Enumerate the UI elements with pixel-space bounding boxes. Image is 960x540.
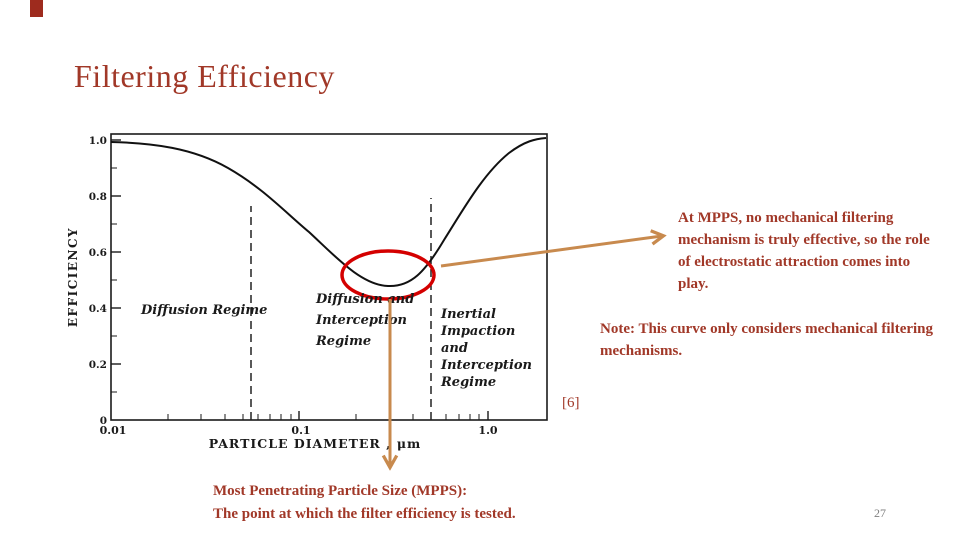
y-minor-ticks xyxy=(111,167,117,393)
regime2-line1: Diffusion and xyxy=(315,292,414,307)
slide-accent-bar xyxy=(30,0,43,17)
x-major-ticks xyxy=(298,411,489,420)
y-tick-0_6: 0.6 xyxy=(89,247,107,259)
mpps-caption-title: Most Penetrating Particle Size (MPPS): xyxy=(213,483,468,499)
regime2-line2: Interception xyxy=(315,313,407,328)
x-tick-1_0: 1.0 xyxy=(478,424,497,437)
note-callout-text: Note: This curve only considers mechanic… xyxy=(600,321,934,359)
regime-label-diffusion: Diffusion Regime xyxy=(140,303,267,318)
x-tick-0_01: 0.01 xyxy=(100,424,127,437)
y-axis-label: EFFICIENCY xyxy=(66,227,80,327)
efficiency-chart-svg: EFFICIENCY 1.0 0.8 0.6 xyxy=(66,133,548,451)
efficiency-chart: EFFICIENCY 1.0 0.8 0.6 xyxy=(63,126,563,451)
citation-label: [6] xyxy=(562,395,580,411)
y-tick-0_8: 0.8 xyxy=(89,191,107,203)
y-tick-0_2: 0.2 xyxy=(89,359,107,371)
y-tick-1_0: 1.0 xyxy=(89,135,107,147)
mpps-caption-body: The point at which the filter efficiency… xyxy=(213,506,516,522)
y-tick-0_4: 0.4 xyxy=(89,303,107,315)
mpps-caption: Most Penetrating Particle Size (MPPS): T… xyxy=(213,480,516,526)
regime3-line5: Regime xyxy=(440,375,496,390)
y-tick-0: 0 xyxy=(100,415,107,427)
regime-label-diffusion-interception: Diffusion and Interception Regime xyxy=(315,292,414,349)
x-axis-label: PARTICLE DIAMETER , μm xyxy=(209,436,422,451)
regime3-line1: Inertial xyxy=(440,307,496,322)
y-major-ticks xyxy=(111,139,121,365)
regime3-line4: Interception xyxy=(440,358,532,373)
regime3-line2: Impaction xyxy=(440,324,515,339)
regime3-line3: and xyxy=(441,341,468,356)
page-number: 27 xyxy=(874,506,886,520)
x-tick-labels: 0.01 0.1 1.0 xyxy=(100,424,498,437)
efficiency-curve xyxy=(110,137,547,288)
y-tick-labels: 1.0 0.8 0.6 0.4 0.2 0 xyxy=(89,135,107,427)
mpps-ellipse xyxy=(340,249,436,301)
regime-dividers xyxy=(250,198,432,420)
regime2-line3: Regime xyxy=(315,334,371,349)
regime-label-inertial-impaction: Inertial Impaction and Interception Regi… xyxy=(440,307,532,390)
x-tick-0_1: 0.1 xyxy=(291,424,310,437)
plot-frame xyxy=(110,133,548,421)
mpps-callout-text: At MPPS, no mechanical filtering mechani… xyxy=(678,210,930,292)
slide-title: Filtering Efficiency xyxy=(74,58,335,94)
